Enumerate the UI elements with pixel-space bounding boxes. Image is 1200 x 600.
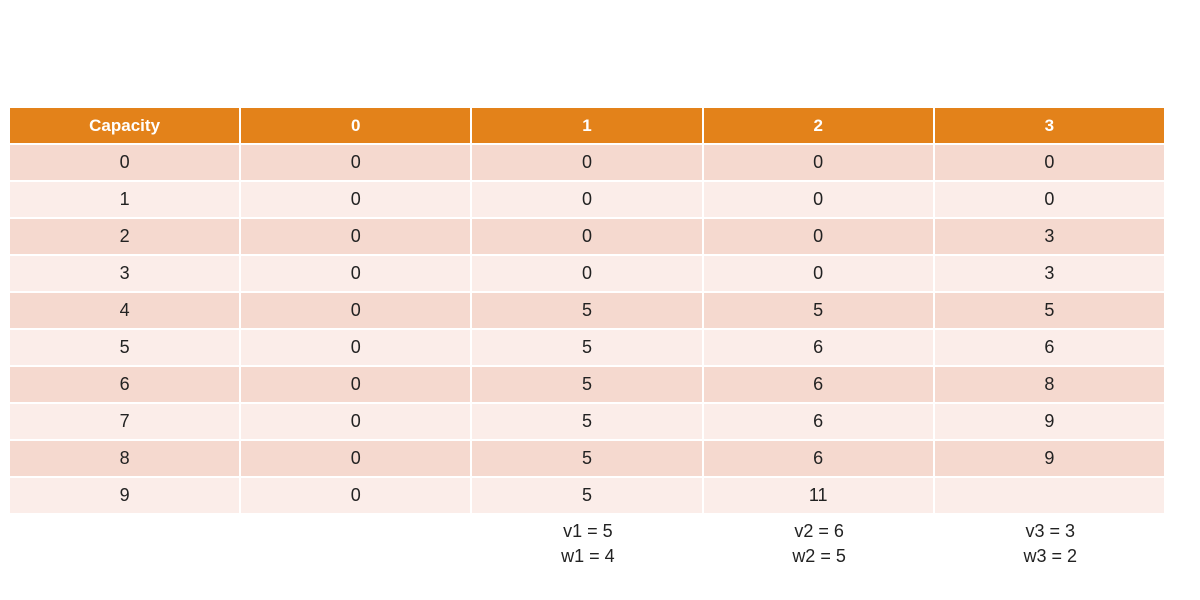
table-cell: 7: [10, 404, 242, 441]
table-cell: 5: [472, 404, 704, 441]
column-note: v2 = 6: [794, 521, 844, 541]
table-cell: 0: [241, 404, 473, 441]
table-cell: 0: [10, 145, 242, 182]
table-cell: 5: [10, 330, 242, 367]
table-cell: 0: [241, 219, 473, 256]
table-cell: 0: [703, 219, 935, 256]
table-cell: 9: [934, 404, 1166, 441]
table-cell: 0: [241, 367, 473, 404]
table-cell: 0: [241, 182, 473, 219]
table-cell: 5: [934, 293, 1166, 330]
table-cell: 9: [10, 478, 242, 515]
table-cell: 4: [10, 293, 242, 330]
column-note: v1 = 5: [563, 521, 613, 541]
table-cell: 11: [703, 478, 935, 515]
table-cell: 6: [10, 367, 242, 404]
table-cell: 0: [703, 256, 935, 293]
table-cell: 6: [703, 441, 935, 478]
table-cell: 0: [472, 219, 704, 256]
table-cell: 0: [934, 145, 1166, 182]
table-cell: 8: [10, 441, 242, 478]
table-cell: 9: [934, 441, 1166, 478]
table-cell: 0: [934, 182, 1166, 219]
header-cell: 2: [703, 108, 935, 145]
table-cell: 5: [472, 293, 704, 330]
header-cell: Capacity: [10, 108, 242, 145]
column-note: v3 = 3: [1025, 521, 1076, 541]
table-cell: [934, 478, 1166, 515]
table-cell: 0: [241, 256, 473, 293]
table-cell: 6: [703, 404, 935, 441]
table-cell: 0: [472, 145, 704, 182]
table-cell: 5: [472, 441, 704, 478]
column-note: w1 = 4: [561, 546, 615, 566]
table-cell: 3: [934, 219, 1166, 256]
table-cell: 0: [472, 256, 704, 293]
table-cell: 6: [934, 330, 1166, 367]
table-cell: 0: [241, 330, 473, 367]
table-cell: 5: [472, 478, 704, 515]
table-cell: 3: [934, 256, 1166, 293]
table-cell: 0: [703, 182, 935, 219]
table-cell: 5: [472, 330, 704, 367]
table-cell: 6: [703, 330, 935, 367]
table-cell: 0: [703, 145, 935, 182]
header-cell: 1: [472, 108, 704, 145]
table-cell: 0: [241, 293, 473, 330]
table-cell: 0: [241, 145, 473, 182]
header-cell: 3: [934, 108, 1166, 145]
header-cell: 0: [241, 108, 473, 145]
table-cell: 5: [472, 367, 704, 404]
table-cell: 2: [10, 219, 242, 256]
table-cell: 6: [703, 367, 935, 404]
table-cell: 8: [934, 367, 1166, 404]
column-note: w3 = 2: [1023, 546, 1078, 566]
table-cell: 1: [10, 182, 242, 219]
table-cell: 0: [241, 441, 473, 478]
table-cell: 0: [472, 182, 704, 219]
table-cell: 0: [241, 478, 473, 515]
table-cell: 5: [703, 293, 935, 330]
column-note: w2 = 5: [792, 546, 846, 566]
table-cell: 3: [10, 256, 242, 293]
